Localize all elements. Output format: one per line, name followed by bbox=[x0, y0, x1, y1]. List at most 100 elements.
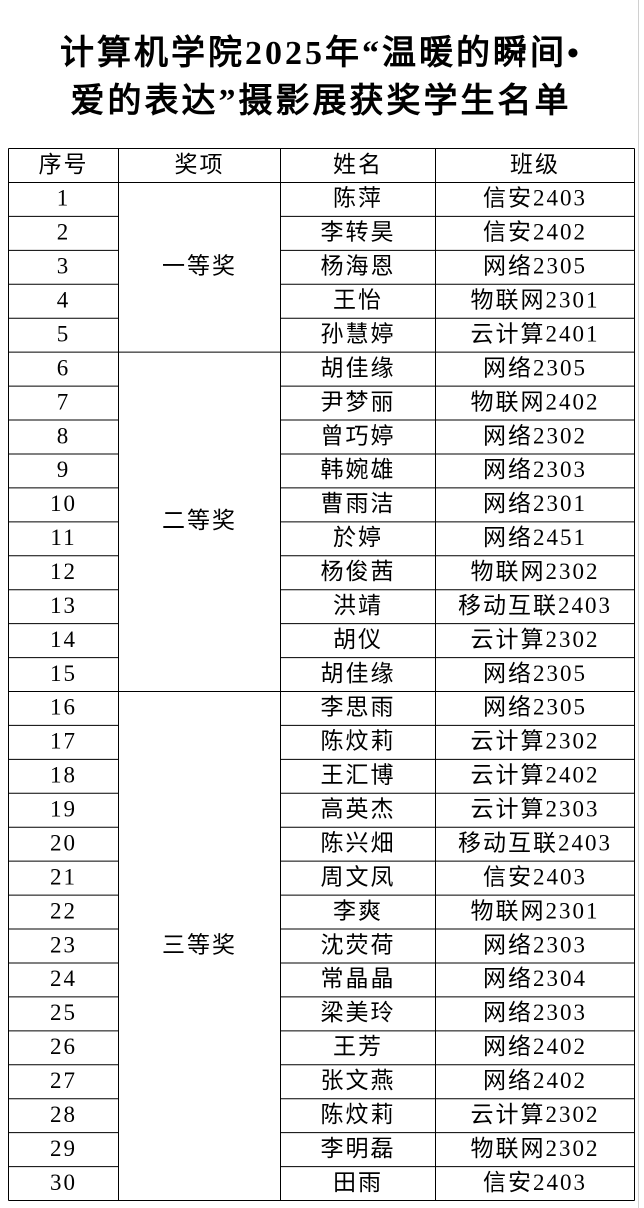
student-name: 孙慧婷 bbox=[321, 321, 396, 346]
row-number: 29 bbox=[50, 1136, 77, 1161]
class-name: 信安2403 bbox=[483, 864, 587, 889]
student-name: 胡佳缘 bbox=[321, 355, 396, 380]
student-name: 曹雨洁 bbox=[321, 491, 396, 516]
class-name: 物联网2302 bbox=[471, 559, 600, 584]
student-name: 胡佳缘 bbox=[321, 661, 396, 686]
title-line: 爱的表达”摄影展获奖学生名单 bbox=[71, 81, 572, 120]
student-name: 王汇博 bbox=[321, 763, 396, 788]
class-name: 网络2402 bbox=[483, 1068, 587, 1093]
class-name: 网络2305 bbox=[483, 661, 587, 686]
student-name: 曾巧婷 bbox=[321, 423, 396, 448]
class-name: 网络2451 bbox=[483, 525, 587, 550]
student-name: 李思雨 bbox=[321, 695, 396, 720]
header-cell: 序号 bbox=[39, 152, 89, 177]
award-cell: 二等奖 bbox=[162, 508, 237, 533]
student-name: 王怡 bbox=[333, 288, 383, 313]
student-name: 沈荧荷 bbox=[321, 932, 396, 957]
row-number: 16 bbox=[50, 695, 77, 720]
student-name: 李爽 bbox=[333, 898, 383, 923]
row-number: 7 bbox=[57, 389, 71, 414]
student-name: 常晶晶 bbox=[321, 966, 396, 991]
header-cell: 班级 bbox=[510, 152, 560, 177]
student-name: 洪靖 bbox=[333, 593, 383, 618]
class-name: 移动互联2403 bbox=[458, 830, 612, 855]
row-number: 4 bbox=[57, 288, 71, 313]
student-name: 韩婉雄 bbox=[321, 457, 396, 482]
row-number: 9 bbox=[57, 457, 71, 482]
row-number: 26 bbox=[50, 1034, 77, 1059]
row-number: 24 bbox=[50, 966, 77, 991]
class-name: 网络2304 bbox=[483, 966, 587, 991]
award-cell: 三等奖 bbox=[162, 932, 237, 957]
student-name: 梁美玲 bbox=[321, 1000, 396, 1025]
student-name: 周文凤 bbox=[321, 864, 396, 889]
row-number: 30 bbox=[50, 1170, 77, 1195]
row-number: 5 bbox=[57, 321, 71, 346]
student-name: 陈炆莉 bbox=[321, 729, 396, 754]
row-number: 17 bbox=[50, 729, 77, 754]
class-name: 云计算2401 bbox=[471, 321, 600, 346]
class-name: 网络2402 bbox=[483, 1034, 587, 1059]
class-name: 信安2403 bbox=[483, 1170, 587, 1195]
header-cell: 奖项 bbox=[175, 152, 225, 177]
row-number: 12 bbox=[50, 559, 77, 584]
class-name: 云计算2303 bbox=[471, 797, 600, 822]
class-name: 网络2303 bbox=[483, 932, 587, 957]
class-name: 网络2301 bbox=[483, 491, 587, 516]
row-number: 25 bbox=[50, 1000, 77, 1025]
class-name: 物联网2301 bbox=[471, 288, 600, 313]
student-name: 李明磊 bbox=[321, 1136, 396, 1161]
student-name: 胡仪 bbox=[333, 627, 383, 652]
title-line: 计算机学院2025年“温暖的瞬间• bbox=[60, 33, 582, 72]
header-cell: 姓名 bbox=[333, 152, 383, 177]
row-number: 23 bbox=[50, 932, 77, 957]
student-name: 张文燕 bbox=[321, 1068, 396, 1093]
student-name: 陈萍 bbox=[333, 186, 383, 211]
row-number: 8 bbox=[57, 423, 71, 448]
student-name: 王芳 bbox=[333, 1034, 383, 1059]
student-name: 杨俊茜 bbox=[321, 559, 396, 584]
class-name: 信安2402 bbox=[483, 220, 587, 245]
row-number: 18 bbox=[50, 763, 77, 788]
student-name: 尹梦丽 bbox=[321, 389, 396, 414]
class-name: 网络2303 bbox=[483, 457, 587, 482]
row-number: 13 bbox=[50, 593, 77, 618]
row-number: 20 bbox=[50, 830, 77, 855]
row-number: 10 bbox=[50, 491, 77, 516]
row-number: 28 bbox=[50, 1102, 77, 1127]
student-name: 李转昊 bbox=[321, 220, 396, 245]
student-name: 杨海恩 bbox=[321, 254, 396, 279]
row-number: 22 bbox=[50, 898, 77, 923]
class-name: 云计算2302 bbox=[471, 627, 600, 652]
row-number: 3 bbox=[57, 254, 71, 279]
class-name: 云计算2302 bbox=[471, 729, 600, 754]
student-name: 田雨 bbox=[333, 1170, 383, 1195]
class-name: 网络2305 bbox=[483, 355, 587, 380]
class-name: 网络2305 bbox=[483, 254, 587, 279]
row-number: 2 bbox=[57, 220, 71, 245]
class-name: 网络2302 bbox=[483, 423, 587, 448]
class-name: 物联网2302 bbox=[471, 1136, 600, 1161]
row-number: 11 bbox=[50, 525, 76, 550]
student-name: 陈炆莉 bbox=[321, 1102, 396, 1127]
student-name: 陈兴畑 bbox=[321, 830, 396, 855]
award-cell: 一等奖 bbox=[162, 254, 237, 279]
class-name: 网络2305 bbox=[483, 695, 587, 720]
row-number: 21 bbox=[50, 864, 77, 889]
student-name: 高英杰 bbox=[321, 797, 396, 822]
class-name: 云计算2402 bbox=[471, 763, 600, 788]
row-number: 1 bbox=[57, 186, 71, 211]
class-name: 网络2303 bbox=[483, 1000, 587, 1025]
row-number: 14 bbox=[50, 627, 77, 652]
row-number: 15 bbox=[50, 661, 77, 686]
row-number: 19 bbox=[50, 797, 77, 822]
class-name: 移动互联2403 bbox=[458, 593, 612, 618]
class-name: 物联网2402 bbox=[471, 389, 600, 414]
row-number: 6 bbox=[57, 355, 71, 380]
row-number: 27 bbox=[50, 1068, 77, 1093]
class-name: 云计算2302 bbox=[471, 1102, 600, 1127]
student-name: 於婷 bbox=[333, 525, 383, 550]
class-name: 信安2403 bbox=[483, 186, 587, 211]
class-name: 物联网2301 bbox=[471, 898, 600, 923]
